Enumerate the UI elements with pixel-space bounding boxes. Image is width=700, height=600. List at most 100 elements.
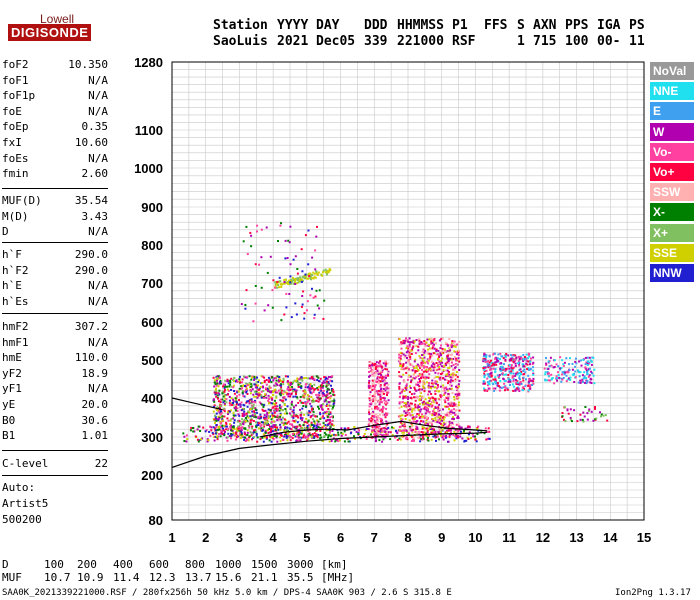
echo-point	[378, 425, 381, 428]
echo-point	[405, 384, 408, 387]
echo-point	[262, 404, 265, 407]
echo-point	[440, 394, 443, 397]
echo-point	[447, 366, 450, 369]
echo-point	[418, 338, 421, 341]
echo-point	[420, 361, 423, 364]
echo-point	[216, 438, 219, 441]
param-row: foEp 0.35	[2, 120, 108, 134]
echo-point	[257, 424, 260, 426]
echo-point	[224, 397, 227, 400]
echo-point	[226, 380, 229, 383]
echo-point	[260, 427, 263, 430]
echo-point	[457, 430, 460, 433]
echo-point	[258, 379, 260, 382]
echo-point	[408, 351, 411, 354]
echo-point	[299, 439, 302, 442]
echo-point	[451, 405, 454, 408]
echo-point	[282, 424, 285, 426]
echo-point	[405, 347, 408, 350]
echo-point	[245, 388, 247, 391]
echo-point	[398, 353, 401, 356]
echo-point	[438, 413, 441, 416]
echo-point	[547, 379, 550, 382]
echo-point	[443, 405, 446, 408]
echo-point	[304, 383, 307, 386]
echo-point	[240, 429, 243, 432]
echo-point	[321, 416, 324, 419]
echo-point	[237, 403, 240, 406]
echo-point	[578, 375, 581, 378]
echo-point	[377, 393, 380, 396]
echo-point	[415, 431, 418, 434]
echo-point	[217, 415, 220, 418]
echo-point	[410, 381, 412, 384]
echo-point	[499, 352, 502, 355]
echo-point	[399, 356, 402, 359]
echo-point	[404, 418, 407, 420]
echo-point	[523, 368, 526, 371]
echo-point	[385, 420, 388, 423]
echo-point	[415, 421, 418, 424]
echo-point	[424, 423, 426, 425]
echo-point	[252, 429, 255, 432]
legend-item: SSW	[650, 183, 694, 202]
x-tick-label: 11	[502, 530, 516, 545]
echo-point	[586, 380, 589, 383]
logo-digisonde: DIGISONDE	[8, 24, 92, 41]
echo-point	[526, 363, 529, 366]
echo-point	[418, 374, 421, 377]
echo-point	[230, 389, 233, 391]
echo-point	[423, 342, 426, 345]
echo-point	[322, 425, 325, 427]
echo-point	[562, 364, 565, 367]
echo-point	[420, 341, 423, 344]
echo-point	[448, 357, 451, 360]
echo-point	[238, 426, 241, 429]
echo-point	[266, 422, 268, 425]
echo-point	[321, 408, 324, 411]
echo-point	[556, 377, 558, 380]
echo-point	[457, 401, 460, 404]
echo-point	[381, 407, 384, 410]
param-value: N/A	[88, 151, 108, 165]
echo-point	[385, 362, 388, 365]
echo-point	[558, 376, 561, 379]
echo-point	[248, 411, 251, 414]
echo-point	[435, 412, 438, 415]
echo-point	[227, 382, 230, 385]
echo-point	[377, 365, 380, 368]
echo-point	[289, 406, 292, 409]
echo-point	[369, 374, 372, 377]
echo-point	[450, 373, 453, 376]
echo-point	[274, 382, 277, 385]
param-row: B0 30.6	[2, 414, 108, 428]
echo-point	[289, 439, 292, 442]
echo-point	[413, 420, 415, 423]
echo-point	[436, 421, 439, 424]
echo-point	[301, 394, 304, 397]
echo-point	[331, 380, 334, 383]
echo-point	[272, 389, 275, 392]
echo-point	[310, 423, 313, 426]
echo-point	[296, 268, 299, 270]
echo-point	[367, 428, 370, 430]
echo-point	[271, 306, 274, 309]
echo-point	[452, 371, 455, 374]
echo-point	[402, 395, 405, 398]
echo-point	[317, 376, 320, 379]
echo-point	[379, 401, 382, 404]
echo-point	[419, 422, 421, 425]
echo-point	[422, 403, 424, 406]
echo-point	[404, 367, 407, 370]
y-tick-label: 200	[141, 468, 163, 483]
echo-point	[367, 423, 370, 426]
echo-point	[439, 415, 442, 417]
x-tick-label: 7	[371, 530, 378, 545]
echo-point	[374, 398, 376, 401]
echo-point	[430, 337, 433, 340]
echo-point	[386, 430, 388, 433]
echo-point	[398, 402, 401, 405]
echo-point	[318, 380, 321, 383]
echo-point	[213, 436, 216, 439]
echo-point	[309, 391, 312, 394]
